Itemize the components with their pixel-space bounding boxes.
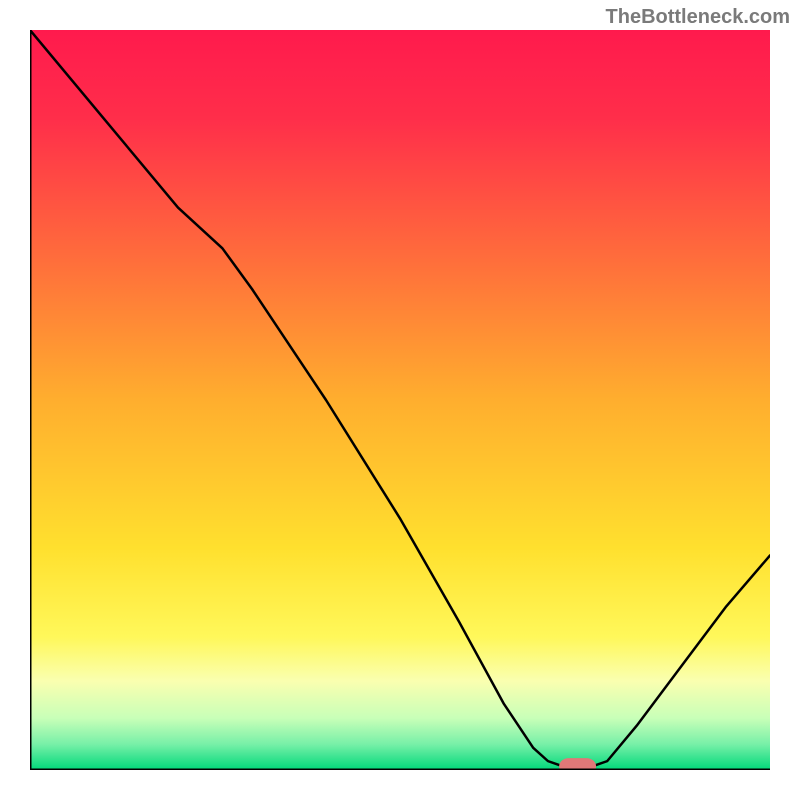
chart-background — [30, 30, 770, 770]
bottleneck-chart — [30, 30, 770, 770]
optimal-marker — [559, 758, 596, 770]
chart-container: TheBottleneck.com — [0, 0, 800, 800]
watermark-text: TheBottleneck.com — [606, 6, 790, 29]
